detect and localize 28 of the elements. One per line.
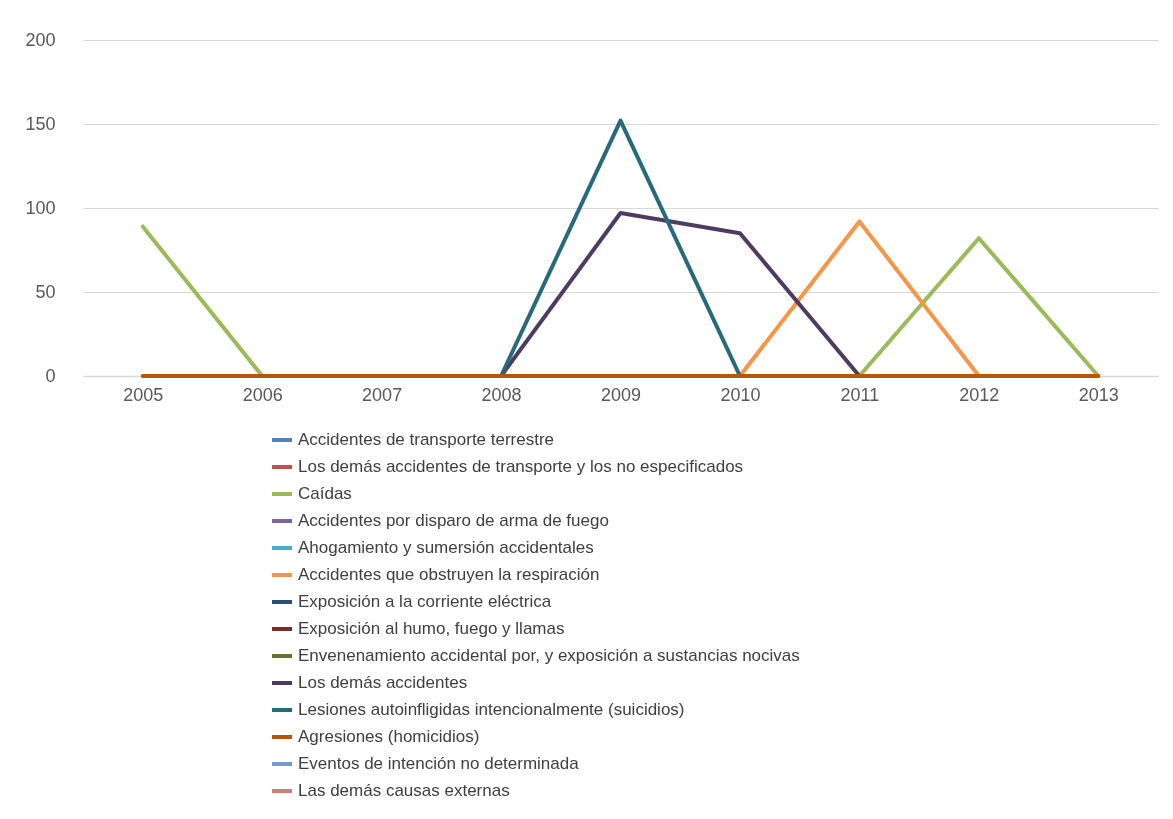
y-tick-label: 100 <box>25 197 56 218</box>
legend-label: Exposición al humo, fuego y llamas <box>298 619 565 638</box>
x-tick-label: 2006 <box>242 384 283 405</box>
x-tick-label: 2012 <box>959 384 1000 405</box>
x-tick-label: 2009 <box>600 384 642 405</box>
legend-label: Ahogamiento y sumersión accidentales <box>298 538 594 557</box>
x-tick-label: 2010 <box>720 384 761 405</box>
x-tick-label: 2007 <box>362 384 403 405</box>
legend-label: Envenenamiento accidental por, y exposición a sustancias nocivas <box>298 646 800 665</box>
y-tick-label: 0 <box>45 365 56 386</box>
legend-label: Accidentes por disparo de arma de fuego <box>298 511 609 530</box>
legend-label: Accidentes que obstruyen la respiración <box>298 565 600 584</box>
y-tick-label: 50 <box>35 281 56 302</box>
x-tick-label: 2011 <box>840 384 880 405</box>
x-tick-label: 2008 <box>481 384 522 405</box>
x-tick-label: 2013 <box>1078 384 1119 405</box>
y-tick-label: 200 <box>25 29 56 50</box>
legend-label: Las demás causas externas <box>298 781 510 800</box>
legend-label: Los demás accidentes <box>298 673 468 692</box>
legend-label: Lesiones autoinfligidas intencionalmente (suicidios) <box>298 700 685 719</box>
legend-label: Agresiones (homicidios) <box>298 727 480 746</box>
legend-label: Exposición a la corriente eléctrica <box>298 592 552 611</box>
legend-label: Caídas <box>298 484 352 503</box>
legend-label: Eventos de intención no determinada <box>298 754 580 773</box>
x-tick-label: 2005 <box>123 384 164 405</box>
y-tick-label: 150 <box>25 113 56 134</box>
legend-label: Los demás accidentes de transporte y los no especificados <box>298 457 744 476</box>
legend-label: Accidentes de transporte terrestre <box>298 430 555 449</box>
